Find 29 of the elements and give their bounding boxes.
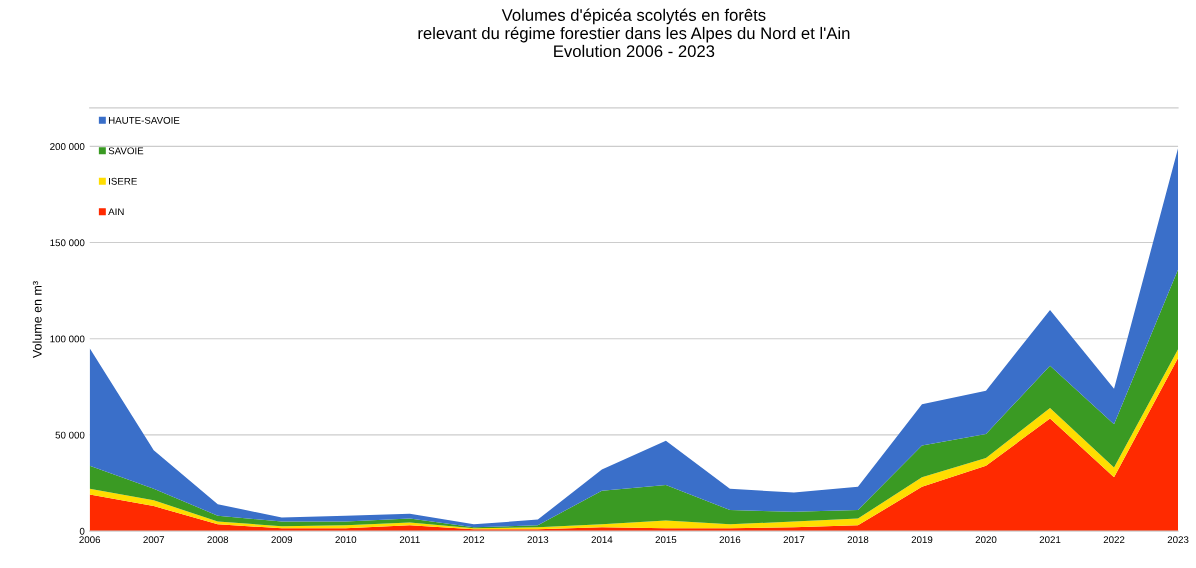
x-tick-label: 2006 (79, 536, 101, 544)
x-tick-label: 2016 (719, 536, 741, 544)
x-tick-label: 2023 (1167, 536, 1189, 544)
legend-label: ISERE (109, 177, 137, 185)
y-tick-label: 200 000 (50, 143, 85, 151)
x-tick-label: 2018 (847, 536, 869, 544)
x-tick-label: 2008 (207, 536, 229, 544)
x-tick-label: 2019 (911, 536, 933, 544)
x-tick-label: 2017 (783, 536, 805, 544)
x-tick-label: 2021 (1039, 536, 1061, 544)
x-tick-label: 2015 (655, 536, 677, 544)
y-axis-title: Volume en m³ (32, 281, 42, 358)
x-tick-label: 2022 (1103, 536, 1125, 544)
x-tick-label: 2010 (335, 536, 357, 544)
legend-label: HAUTE-SAVOIE (108, 116, 180, 124)
y-tick-label: 0 (79, 527, 85, 535)
y-tick-label: 50 000 (55, 431, 85, 439)
x-tick-label: 2020 (975, 536, 997, 544)
x-tick-label: 2012 (463, 536, 485, 544)
x-tick-label: 2007 (143, 536, 165, 544)
x-tick-label: 2014 (591, 536, 613, 544)
x-tick-label: 2011 (399, 536, 420, 544)
x-tick-label: 2013 (527, 536, 549, 544)
y-tick-label: 100 000 (50, 335, 85, 343)
x-tick-label: 2009 (271, 536, 293, 544)
legend-label: AIN (108, 208, 124, 216)
y-tick-label: 150 000 (50, 239, 85, 247)
legend-label: SAVOIE (108, 147, 144, 155)
chart-title: Volumes d'épicéa scolytés en forêts relevant du régime forestier dans les Alpes du Nord et l'Ain Evolution 2006 - 2023 (418, 8, 850, 58)
